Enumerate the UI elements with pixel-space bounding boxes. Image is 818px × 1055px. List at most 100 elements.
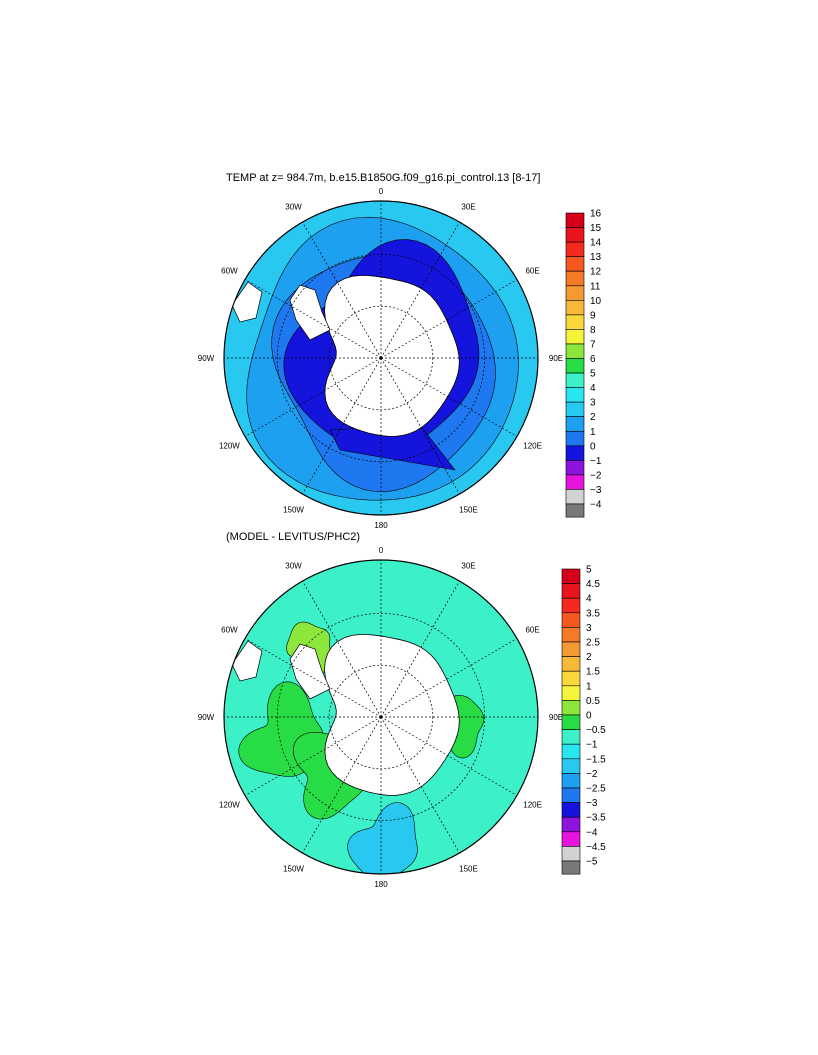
- colorbar-segment: [565, 285, 585, 301]
- colorbar-tick-label: 1.5: [586, 667, 600, 678]
- longitude-label: 150W: [283, 865, 304, 874]
- colorbar-tick-label: 1: [586, 681, 592, 692]
- colorbar-segment: [561, 729, 581, 745]
- colorbar-segment: [565, 416, 585, 432]
- longitude-label: 90W: [198, 354, 215, 363]
- colorbar-segment: [561, 612, 581, 628]
- colorbar-segment: [561, 685, 581, 701]
- colorbar-tick-label: 10: [590, 296, 602, 307]
- colorbar-tick-label: 8: [590, 325, 596, 336]
- colorbar-overflow-segment: [561, 860, 581, 875]
- colorbar-segment: [561, 597, 581, 614]
- map-boundary: [223, 559, 539, 875]
- colorbar-tick-label: −2: [586, 769, 598, 780]
- colorbar-tick-label: 1: [590, 427, 596, 438]
- colorbar-segment: [561, 641, 581, 657]
- colorbar-segment: [565, 270, 585, 287]
- colorbar-tick-label: 0: [590, 441, 596, 452]
- colorbar-tick-label: −4: [590, 500, 602, 511]
- colorbar-segment: [565, 343, 585, 359]
- colorbar-tick-label: 14: [590, 238, 602, 249]
- colorbar-tick-label: −1: [586, 740, 598, 751]
- longitude-label: 30E: [461, 202, 475, 211]
- south-america-tip: [231, 640, 263, 682]
- longitude-label: 150W: [283, 506, 304, 515]
- longitude-label: 120E: [523, 442, 542, 451]
- colorbar-segment: [565, 358, 585, 374]
- latitude-circle-1: [328, 664, 434, 770]
- latitude-circle-1: [328, 305, 434, 411]
- colorbar-segment: [561, 758, 581, 774]
- colorbar-segment: [565, 430, 585, 447]
- colorbar-tick-label: −4.5: [586, 842, 606, 853]
- colorbar-tick-label: 3: [586, 623, 592, 634]
- colorbar-tick-label: −1: [590, 456, 602, 467]
- colorbar-tick-label: −3.5: [586, 813, 606, 824]
- colorbar-tick-label: −1.5: [586, 754, 606, 765]
- longitude-label: 60W: [221, 626, 238, 635]
- colorbar-segment: [561, 583, 581, 599]
- colorbar-segment: [561, 816, 581, 833]
- longitude-label: 90E: [549, 354, 563, 363]
- longitude-label: 0: [379, 187, 384, 196]
- colorbar-segment: [561, 831, 581, 847]
- map-boundary: [223, 200, 539, 516]
- colorbar-tick-label: 12: [590, 267, 602, 278]
- colorbar-tick-label: 2: [586, 652, 592, 663]
- polar-map-temperature: 030E60E90E120E150E180150W120W90W60W30W16…: [198, 187, 602, 530]
- colorbar-tick-label: 11: [590, 281, 601, 292]
- longitude-label: 30W: [285, 561, 302, 570]
- colorbar-tick-label: 16: [590, 209, 602, 220]
- longitude-label: 30E: [461, 561, 475, 570]
- longitude-label: 120W: [219, 801, 240, 810]
- colorbar-segment: [561, 714, 581, 730]
- longitude-label: 120W: [219, 442, 240, 451]
- colorbar-segment: [565, 460, 585, 476]
- colorbar-tick-label: −2.5: [586, 784, 606, 795]
- polar-map-difference: 0 30E 60E 90E 120E 150E 180 150W 120W 90W 60W 30W 5 4…: [198, 546, 606, 889]
- colorbar-tick-label: 4.5: [586, 579, 600, 590]
- colorbar-segment: [561, 802, 581, 818]
- colorbar-segment: [565, 387, 585, 403]
- colorbar-tick-label: 3: [590, 398, 596, 409]
- colorbar-segment: [561, 846, 581, 862]
- colorbar-overflow-segment: [565, 503, 585, 518]
- colorbar-segment: [561, 656, 581, 672]
- colorbar-segment: [565, 212, 585, 228]
- longitude-label: 120E: [523, 801, 542, 810]
- colorbar-segment: [565, 329, 585, 345]
- colorbar-segment: [561, 773, 581, 789]
- latitude-circle-2: [277, 613, 485, 821]
- antarctic-peninsula: [289, 284, 331, 341]
- longitude-label: 90W: [198, 713, 215, 722]
- colorbar-segment: [561, 743, 581, 760]
- colorbar-tick-label: 4: [590, 383, 596, 394]
- colorbar-segment: [565, 241, 585, 257]
- longitude-label: 60E: [525, 267, 539, 276]
- colorbar-tick-label: 0: [586, 711, 592, 722]
- colorbar-tick-label: 6: [590, 354, 596, 365]
- longitude-label: 90E: [549, 713, 563, 722]
- colorbar-tick-label: 4: [586, 594, 592, 605]
- colorbar-tick-label: 0.5: [586, 696, 600, 707]
- colorbar-segment: [565, 445, 585, 461]
- colorbar-tick-label: 9: [590, 310, 596, 321]
- south-america-tip: [231, 281, 263, 323]
- colorbar-tick-label: −2: [590, 470, 602, 481]
- colorbar-tick-label: −3: [586, 798, 598, 809]
- longitude-label: 180: [374, 880, 388, 889]
- longitude-label: 30W: [285, 202, 302, 211]
- colorbar-segment: [565, 299, 585, 316]
- longitude-label: 180: [374, 521, 388, 530]
- colorbar: 5 4.5 4 3.5 3 2.5 2 1.5 1 0.5 0 −0.5 −1 −1.5 −2 −2.5 −3 −…: [561, 565, 606, 875]
- antarctic-peninsula: [289, 643, 331, 700]
- colorbar-segment: [561, 568, 581, 584]
- field-negative-south: [347, 802, 418, 874]
- colorbar-tick-label: 3.5: [586, 608, 600, 619]
- longitude-label: 0: [379, 546, 384, 555]
- colorbar-tick-label: 15: [590, 223, 602, 234]
- latitude-circle-2: [277, 254, 485, 462]
- colorbar-segment: [565, 401, 585, 417]
